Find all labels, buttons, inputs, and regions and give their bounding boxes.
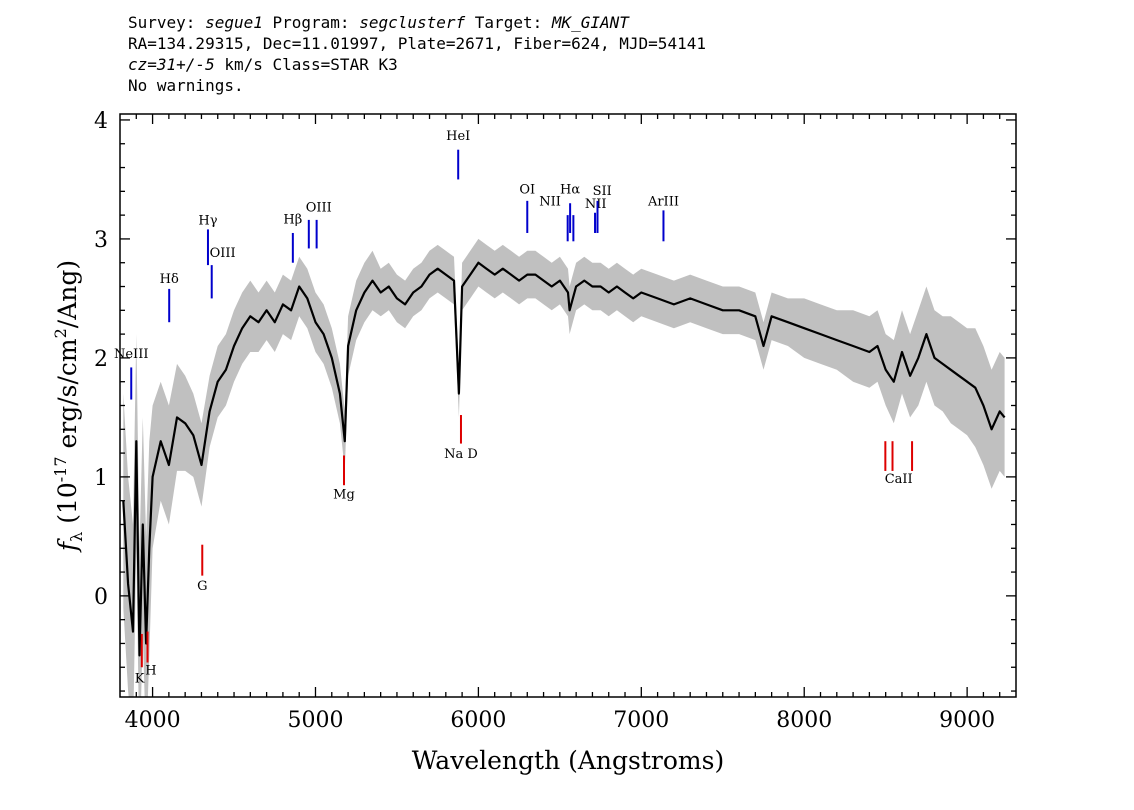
emission-line-label: OIII	[306, 201, 332, 216]
flux-line	[122, 261, 1006, 657]
x-tick-label: 8000	[776, 708, 832, 733]
header-line-redshift: cz=31+/-5 km/s Class=STAR K3	[128, 54, 706, 75]
survey-label: Survey:	[128, 13, 206, 32]
emission-line-label: Hα	[560, 183, 580, 198]
y-tick-label: 2	[94, 347, 108, 372]
program-value: segclusterf	[359, 13, 466, 32]
absorption-line-label: K	[135, 672, 145, 687]
target-label: Target:	[465, 13, 552, 32]
absorption-line-label: Mg	[333, 487, 355, 502]
error-band	[123, 238, 1005, 697]
header-line-coordinates: RA=134.29315, Dec=11.01997, Plate=2671, …	[128, 34, 706, 53]
emission-line-label: NII	[539, 195, 561, 210]
program-label: Program:	[262, 13, 360, 32]
spectrum-header: Survey: segue1 Program: segclusterf Targ…	[128, 12, 706, 96]
emission-line-label: SII	[593, 184, 612, 199]
absorption-line-label: G	[197, 579, 207, 594]
x-axis-label: Wavelength (Angstroms)	[412, 746, 724, 775]
header-line-warnings: No warnings.	[128, 76, 244, 95]
x-tick-label: 9000	[939, 708, 995, 733]
plot-frame	[119, 113, 1017, 698]
cz-value: cz=31+/-5	[128, 55, 215, 74]
x-tick-label: 7000	[613, 708, 669, 733]
y-tick-label: 4	[94, 109, 108, 134]
x-tick-label: 4000	[125, 708, 181, 733]
emission-line-label: OIII	[210, 246, 236, 261]
absorption-line-label: H	[145, 663, 156, 678]
emission-line-label: Hγ	[198, 214, 217, 229]
x-tick-label: 5000	[287, 708, 343, 733]
emission-line-label: Hδ	[160, 272, 179, 287]
emission-line-label: Hβ	[283, 212, 302, 227]
emission-line-label: ArIII	[647, 195, 679, 210]
class-value: km/s Class=STAR K3	[214, 55, 398, 74]
emission-line-label: NII	[585, 197, 607, 212]
emission-line-label: OI	[519, 183, 535, 198]
y-tick-label: 3	[94, 228, 108, 253]
absorption-line-label: Na D	[444, 447, 478, 462]
emission-line-label: HeI	[446, 129, 470, 144]
header-line-target: Survey: segue1 Program: segclusterf Targ…	[128, 12, 706, 33]
target-value: MK_GIANT	[551, 13, 629, 32]
y-axis-label: fλ (10-17 erg/s/cm2/Ang)	[51, 260, 86, 553]
x-tick-label: 6000	[450, 708, 506, 733]
absorption-line-label: CaII	[885, 472, 913, 487]
survey-value: segue1	[205, 13, 263, 32]
axis-ticks: 4000 5000 6000 7000 8000 9000 0 1 2 3 4	[94, 109, 1016, 733]
y-tick-label: 1	[94, 466, 108, 491]
y-tick-label: 0	[94, 585, 108, 610]
emission-line-label: NeIII	[114, 347, 148, 362]
